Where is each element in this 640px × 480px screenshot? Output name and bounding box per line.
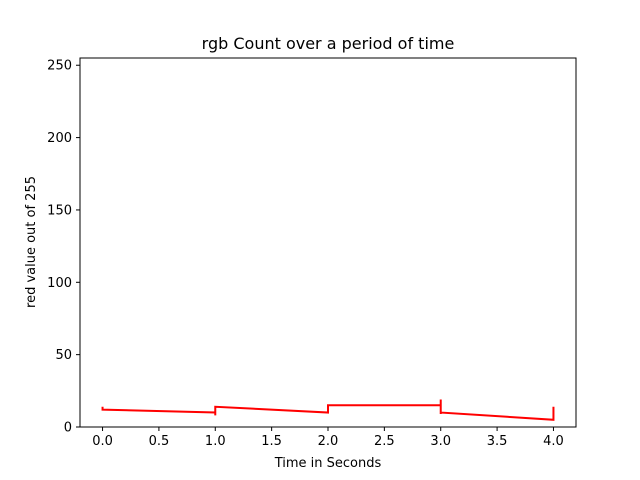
x-tick-label: 1.0 bbox=[205, 434, 226, 449]
x-axis-label: Time in Seconds bbox=[274, 456, 382, 471]
x-tick-label: 3.0 bbox=[430, 434, 451, 449]
y-axis-label: red value out of 255 bbox=[24, 176, 39, 308]
y-tick-label: 200 bbox=[47, 131, 72, 146]
y-tick-label: 100 bbox=[47, 276, 72, 291]
x-axis: 0.0 0.5 1.0 1.5 2.0 2.5 3.0 3.5 4.0 bbox=[92, 427, 564, 449]
y-tick-label: 0 bbox=[64, 421, 72, 436]
x-tick-label: 0.0 bbox=[92, 434, 113, 449]
series-line bbox=[101, 399, 555, 421]
plot-area bbox=[101, 399, 555, 421]
x-tick-label: 2.5 bbox=[374, 434, 395, 449]
y-tick-label: 50 bbox=[55, 348, 72, 363]
x-tick-label: 3.5 bbox=[487, 434, 508, 449]
y-tick-label: 150 bbox=[47, 203, 72, 218]
x-tick-label: 1.5 bbox=[261, 434, 282, 449]
plot-frame bbox=[79, 57, 577, 428]
y-axis: 0 50 100 150 200 250 bbox=[47, 59, 80, 436]
x-tick-label: 0.5 bbox=[149, 434, 170, 449]
y-tick-label: 250 bbox=[47, 59, 72, 74]
x-tick-label: 4.0 bbox=[543, 434, 564, 449]
x-tick-label: 2.0 bbox=[318, 434, 339, 449]
chart-title: rgb Count over a period of time bbox=[202, 34, 455, 53]
